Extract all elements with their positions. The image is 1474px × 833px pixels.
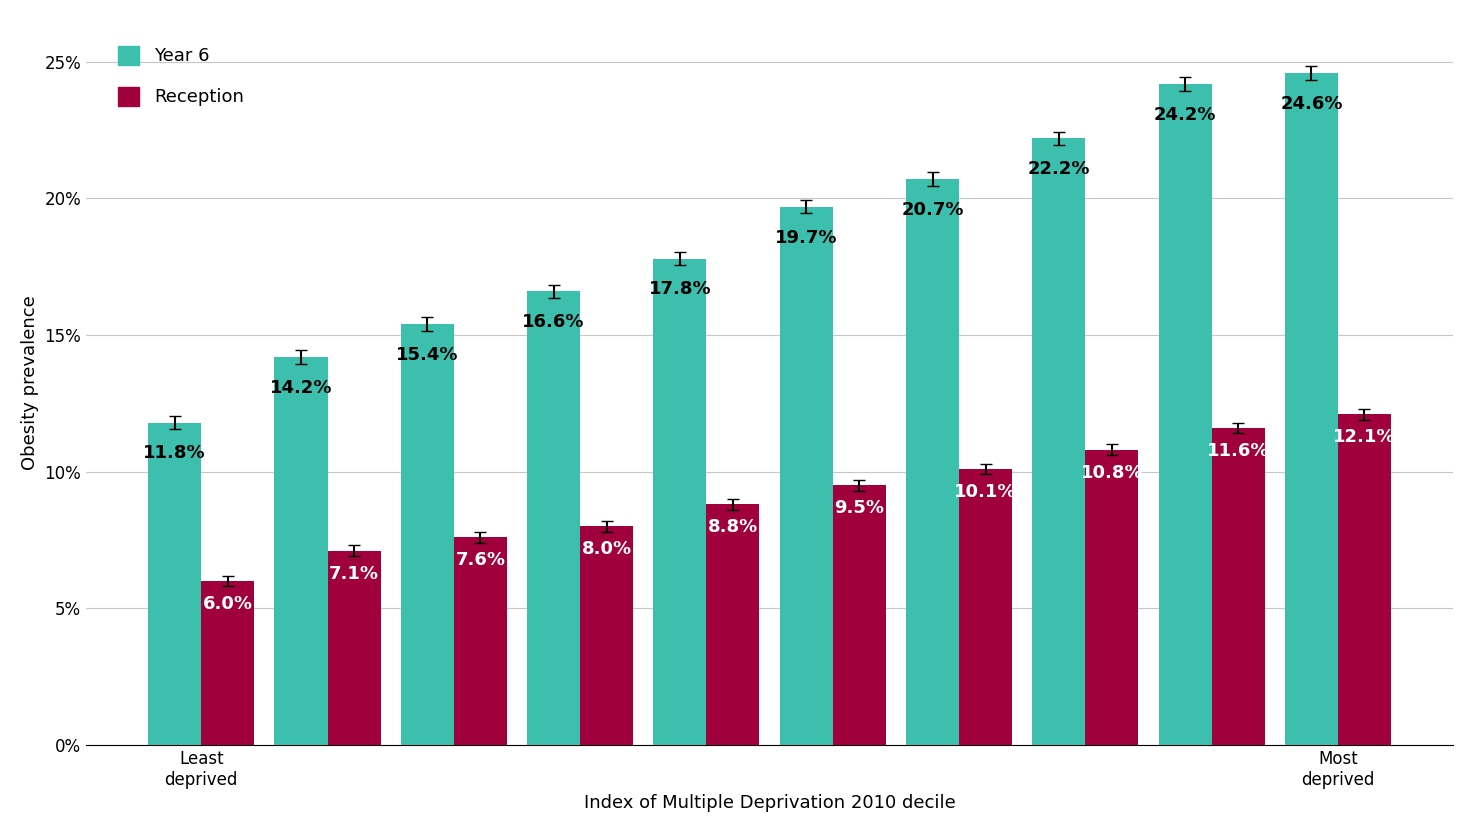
Bar (1285, 72, 1338, 745)
Bar (149, 422, 200, 745)
Bar (1212, 428, 1265, 745)
Text: 24.6%: 24.6% (1281, 95, 1343, 112)
Bar (200, 581, 254, 745)
Text: 8.0%: 8.0% (582, 540, 632, 558)
Text: 14.2%: 14.2% (270, 379, 332, 397)
Bar (274, 357, 327, 745)
Text: 12.1%: 12.1% (1334, 428, 1396, 446)
Text: 8.8%: 8.8% (708, 518, 758, 536)
Text: 17.8%: 17.8% (649, 281, 712, 298)
Text: 20.7%: 20.7% (901, 202, 964, 219)
Text: 11.8%: 11.8% (143, 444, 206, 462)
Legend: Year 6, Reception: Year 6, Reception (109, 37, 252, 116)
Text: 16.6%: 16.6% (522, 313, 585, 332)
Bar (960, 469, 1013, 745)
Bar (653, 258, 706, 745)
Text: 6.0%: 6.0% (203, 595, 252, 612)
Bar (1032, 138, 1085, 745)
Bar (454, 537, 507, 745)
Bar (1085, 450, 1138, 745)
Bar (528, 292, 581, 745)
Bar (780, 207, 833, 745)
Text: 9.5%: 9.5% (834, 499, 884, 517)
X-axis label: Index of Multiple Deprivation 2010 decile: Index of Multiple Deprivation 2010 decil… (584, 794, 955, 812)
Text: 24.2%: 24.2% (1154, 106, 1216, 123)
Y-axis label: Obesity prevalence: Obesity prevalence (21, 296, 38, 471)
Text: 7.1%: 7.1% (329, 565, 379, 582)
Bar (1159, 83, 1212, 745)
Bar (706, 505, 759, 745)
Bar (581, 526, 634, 745)
Bar (833, 486, 886, 745)
Text: 15.4%: 15.4% (397, 346, 458, 364)
Text: 22.2%: 22.2% (1027, 160, 1091, 178)
Text: 10.1%: 10.1% (954, 482, 1017, 501)
Bar (907, 179, 960, 745)
Bar (1338, 414, 1391, 745)
Bar (327, 551, 380, 745)
Text: 10.8%: 10.8% (1080, 463, 1144, 481)
Text: 11.6%: 11.6% (1207, 441, 1269, 460)
Bar (401, 324, 454, 745)
Text: 19.7%: 19.7% (775, 228, 837, 247)
Text: 7.6%: 7.6% (455, 551, 506, 569)
